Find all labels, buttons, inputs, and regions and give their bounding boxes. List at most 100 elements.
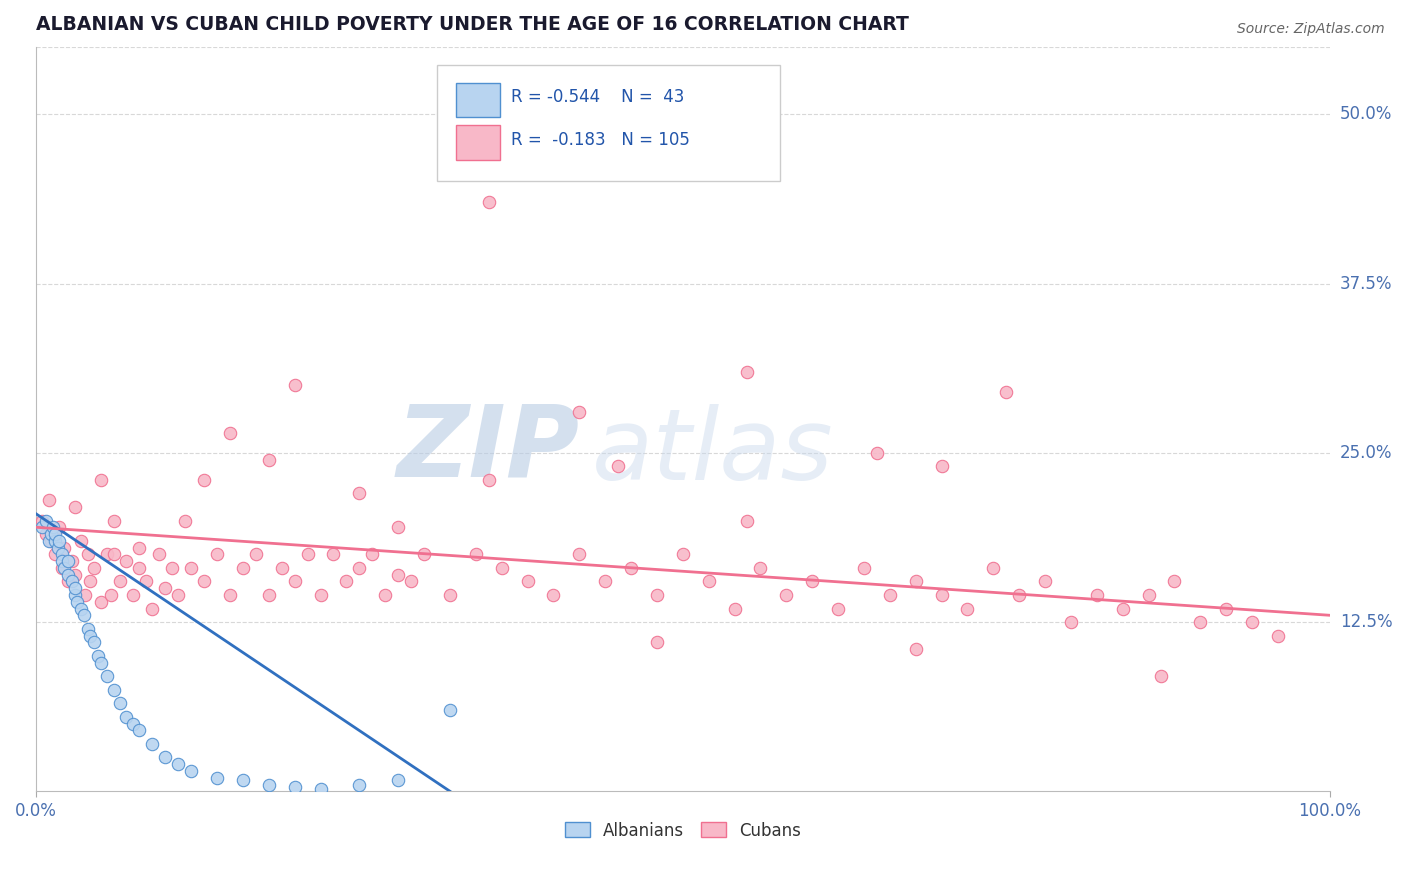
Point bbox=[775, 588, 797, 602]
Point bbox=[160, 561, 183, 575]
Point bbox=[115, 554, 138, 568]
Point bbox=[399, 574, 422, 589]
Point bbox=[122, 716, 145, 731]
Point bbox=[697, 574, 720, 589]
Point bbox=[335, 574, 357, 589]
Point bbox=[53, 561, 76, 575]
Point bbox=[108, 574, 131, 589]
Point bbox=[167, 757, 190, 772]
Point bbox=[51, 547, 73, 561]
Point bbox=[90, 656, 112, 670]
Point bbox=[257, 588, 280, 602]
Point bbox=[41, 533, 63, 548]
Point bbox=[349, 561, 371, 575]
Point bbox=[349, 486, 371, 500]
Point bbox=[464, 547, 486, 561]
FancyBboxPatch shape bbox=[437, 65, 780, 181]
FancyBboxPatch shape bbox=[457, 83, 501, 118]
Point bbox=[413, 547, 436, 561]
Point bbox=[232, 773, 254, 788]
Text: 25.0%: 25.0% bbox=[1340, 444, 1392, 462]
Point bbox=[44, 547, 66, 561]
Point bbox=[645, 588, 668, 602]
Point bbox=[361, 547, 384, 561]
Point bbox=[478, 473, 501, 487]
Point bbox=[620, 561, 643, 575]
Point bbox=[58, 574, 80, 589]
Point bbox=[478, 195, 501, 210]
Point bbox=[219, 425, 242, 440]
Point bbox=[284, 574, 307, 589]
Point bbox=[1033, 574, 1056, 589]
Point bbox=[70, 533, 93, 548]
Point bbox=[141, 737, 163, 751]
Point bbox=[76, 547, 98, 561]
Point bbox=[180, 764, 202, 778]
Point bbox=[387, 520, 409, 534]
Point bbox=[58, 554, 80, 568]
Point bbox=[103, 547, 125, 561]
Point bbox=[1008, 588, 1031, 602]
Point bbox=[723, 601, 745, 615]
Point bbox=[70, 601, 93, 615]
Point bbox=[31, 520, 53, 534]
Point bbox=[543, 588, 565, 602]
Point bbox=[568, 547, 591, 561]
Point bbox=[42, 520, 65, 534]
Point bbox=[1189, 615, 1212, 629]
Point bbox=[51, 561, 73, 575]
Point bbox=[749, 561, 772, 575]
Text: R =  -0.183   N = 105: R = -0.183 N = 105 bbox=[510, 131, 689, 149]
Point bbox=[155, 581, 177, 595]
Point bbox=[173, 514, 195, 528]
Point bbox=[516, 574, 538, 589]
Point bbox=[931, 459, 953, 474]
Point bbox=[645, 635, 668, 649]
Point bbox=[66, 595, 89, 609]
Point bbox=[904, 642, 927, 657]
Point bbox=[44, 527, 66, 541]
Point bbox=[53, 541, 76, 555]
Text: ZIP: ZIP bbox=[396, 401, 579, 497]
Point bbox=[122, 588, 145, 602]
Point bbox=[439, 703, 461, 717]
Point bbox=[1137, 588, 1160, 602]
Point bbox=[41, 527, 63, 541]
Point bbox=[60, 554, 83, 568]
Point bbox=[38, 533, 60, 548]
Point bbox=[128, 561, 150, 575]
Point bbox=[48, 520, 70, 534]
Point bbox=[1240, 615, 1263, 629]
Point bbox=[439, 588, 461, 602]
Point bbox=[44, 533, 66, 548]
Point bbox=[58, 567, 80, 582]
Point bbox=[76, 622, 98, 636]
Point bbox=[672, 547, 695, 561]
Point bbox=[956, 601, 979, 615]
Point bbox=[205, 771, 228, 785]
Point bbox=[180, 561, 202, 575]
Point bbox=[931, 588, 953, 602]
Text: Source: ZipAtlas.com: Source: ZipAtlas.com bbox=[1237, 22, 1385, 37]
Text: ALBANIAN VS CUBAN CHILD POVERTY UNDER THE AGE OF 16 CORRELATION CHART: ALBANIAN VS CUBAN CHILD POVERTY UNDER TH… bbox=[37, 15, 908, 34]
Point bbox=[309, 588, 332, 602]
Text: 12.5%: 12.5% bbox=[1340, 613, 1392, 631]
Point bbox=[387, 567, 409, 582]
Point bbox=[51, 554, 73, 568]
Point bbox=[257, 777, 280, 791]
Point bbox=[115, 710, 138, 724]
Point bbox=[981, 561, 1004, 575]
Text: 37.5%: 37.5% bbox=[1340, 275, 1392, 293]
Point bbox=[75, 588, 97, 602]
Point bbox=[387, 773, 409, 788]
Point bbox=[128, 541, 150, 555]
Point bbox=[1215, 601, 1237, 615]
Text: atlas: atlas bbox=[592, 404, 834, 501]
Point bbox=[232, 561, 254, 575]
Point bbox=[96, 547, 118, 561]
Point bbox=[322, 547, 344, 561]
Point bbox=[103, 514, 125, 528]
Point bbox=[141, 601, 163, 615]
Point bbox=[87, 648, 110, 663]
Point bbox=[167, 588, 190, 602]
